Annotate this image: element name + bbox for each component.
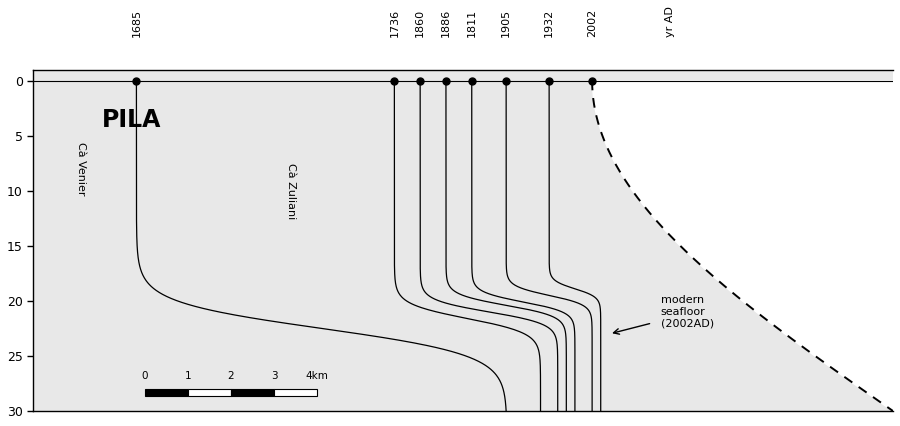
Text: 2002: 2002	[587, 8, 597, 37]
Text: 1736: 1736	[390, 9, 400, 37]
Text: Cà Venier: Cà Venier	[76, 142, 86, 196]
Text: 1685: 1685	[131, 9, 141, 37]
Text: 1886: 1886	[441, 8, 451, 37]
Bar	[274, 389, 317, 396]
Text: 3: 3	[271, 371, 277, 381]
Text: Cà Zuliani: Cà Zuliani	[286, 163, 296, 219]
Text: 2: 2	[228, 371, 234, 381]
Bar	[145, 389, 188, 396]
Text: PILA: PILA	[102, 108, 161, 132]
Text: 1: 1	[184, 371, 192, 381]
Text: 1811: 1811	[467, 9, 477, 37]
Text: yr AD: yr AD	[664, 6, 674, 37]
Text: 1860: 1860	[415, 9, 425, 37]
Text: 4km: 4km	[305, 371, 328, 381]
Bar	[231, 389, 274, 396]
Text: 0: 0	[142, 371, 148, 381]
Bar	[188, 389, 231, 396]
Text: 1932: 1932	[544, 8, 554, 37]
Text: modern
seafloor
(2002AD): modern seafloor (2002AD)	[661, 295, 714, 328]
Text: 1905: 1905	[501, 9, 511, 37]
